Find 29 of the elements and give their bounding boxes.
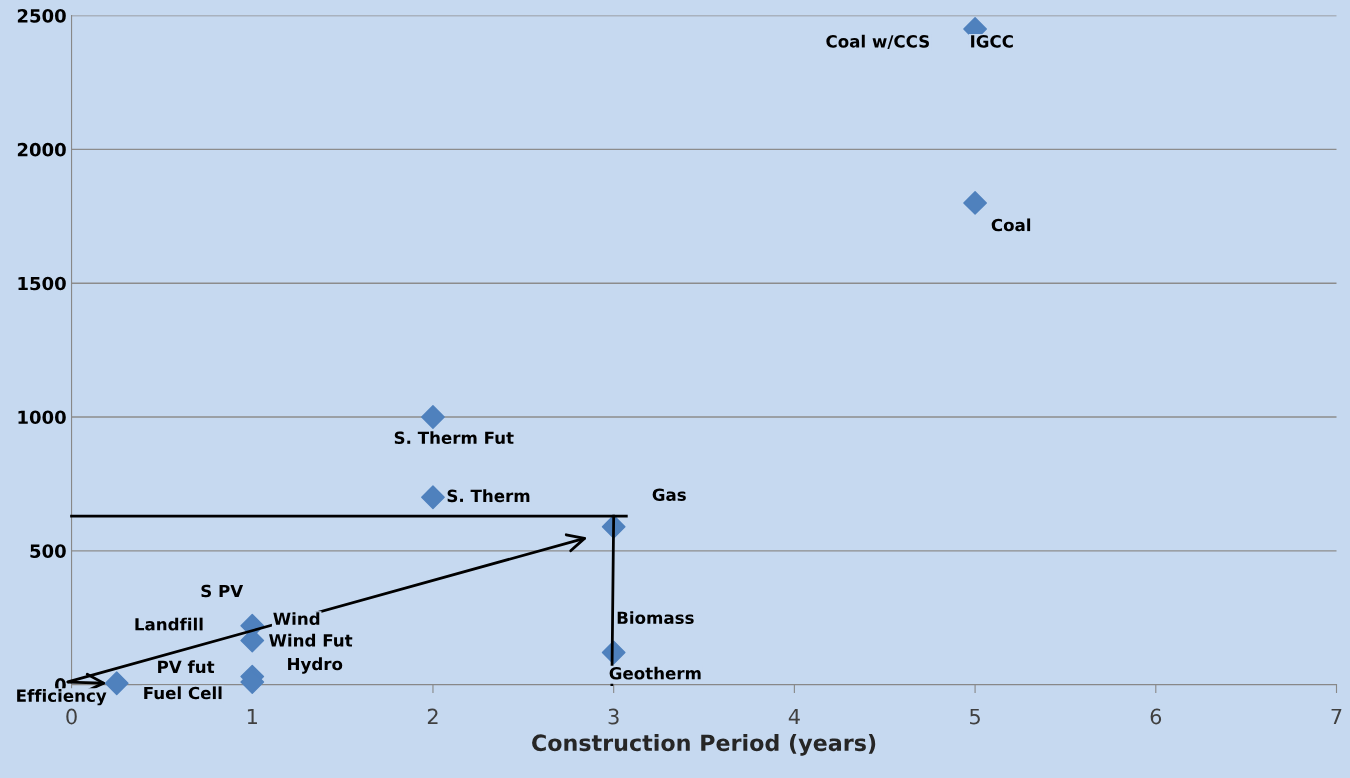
x-tick-label: 4: [788, 708, 800, 725]
x-tick-label: 6: [1150, 708, 1162, 725]
x-tick-label: 2: [427, 708, 438, 725]
annotation: Fuel Cell: [144, 686, 222, 700]
x-tick-label: 0: [66, 708, 77, 725]
x-tick-label: 7: [1331, 708, 1342, 725]
annotation: Geotherm: [609, 666, 701, 680]
annotation: Wind: [273, 612, 320, 626]
annotation: Hydro: [288, 657, 343, 674]
x-tick-label: 3: [608, 708, 619, 725]
y-tick-label: 2500: [17, 9, 66, 23]
x-axis-title: Construction Period (years): [532, 733, 876, 756]
y-tick-label: 500: [30, 544, 66, 558]
y-tick-label: 2000: [17, 142, 66, 157]
annotation: Coal: [991, 218, 1031, 232]
annotation: Biomass: [617, 611, 694, 625]
y-tick-label: 1000: [18, 410, 66, 425]
annotation: PV fut: [158, 660, 215, 674]
annotation: Gas: [652, 488, 686, 502]
y-tick-label: 1500: [18, 276, 66, 291]
x-tick-label: 5: [970, 708, 980, 725]
x-tick-label: 1: [247, 708, 257, 725]
annotation: S. Therm Fut: [394, 431, 514, 445]
annotation: Landfill: [135, 617, 203, 631]
annotation: S PV: [201, 584, 244, 598]
annotation: Wind Fut: [269, 633, 353, 647]
annotation: S. Therm: [447, 489, 530, 503]
annotation: IGCC: [971, 35, 1013, 48]
annotation: Coal w/CCS: [826, 34, 929, 49]
